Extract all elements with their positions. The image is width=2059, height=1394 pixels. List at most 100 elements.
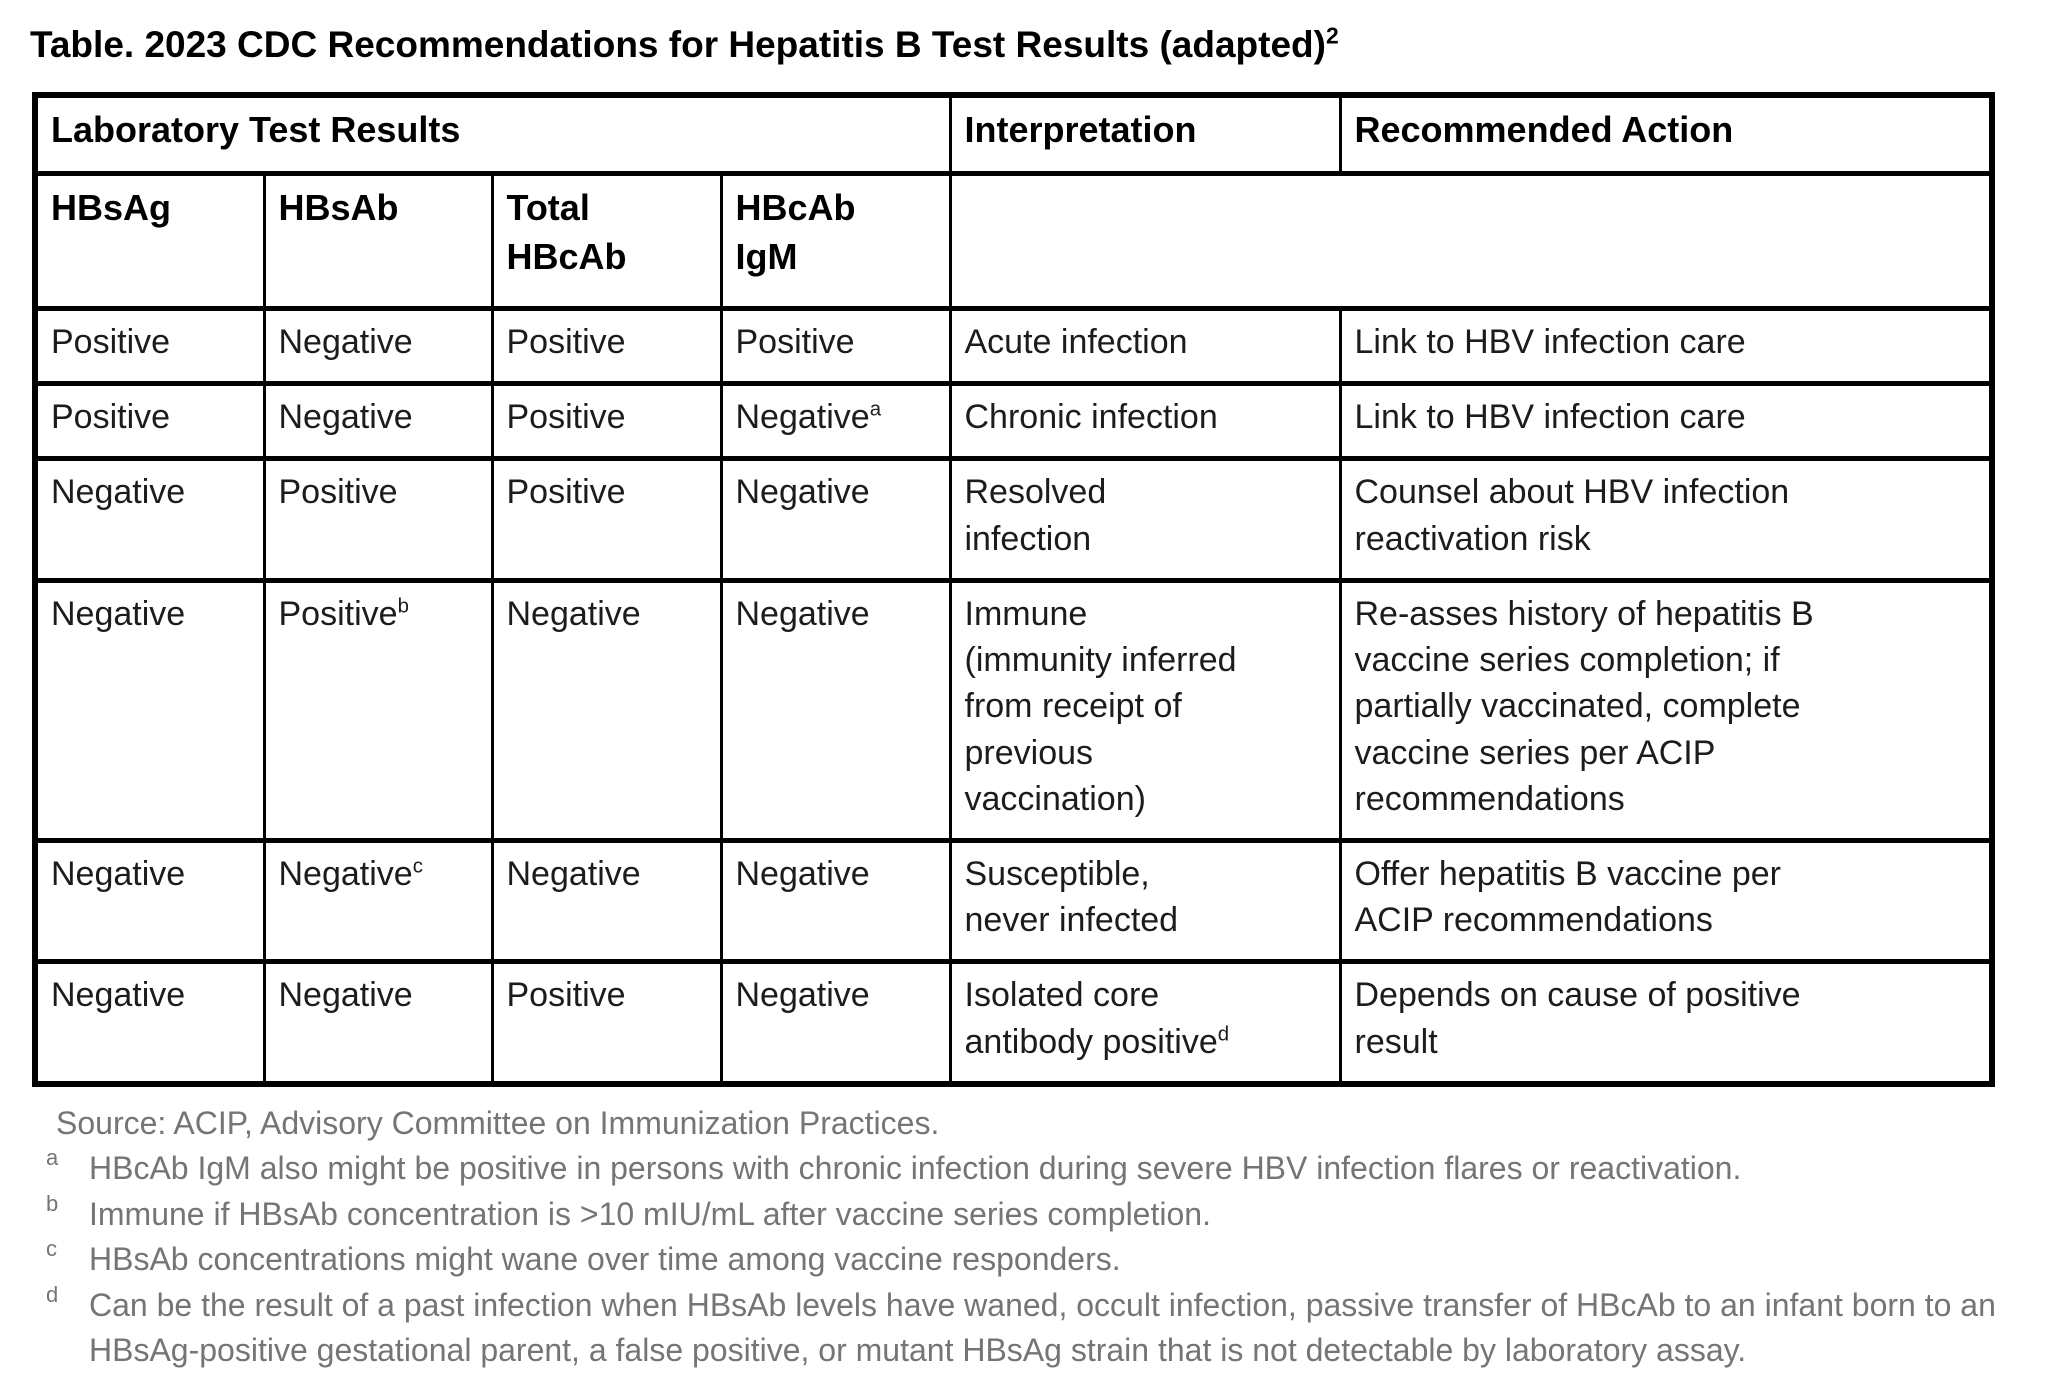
result-cell: Negative — [719, 577, 952, 843]
footnote-ref-d: d — [1217, 1023, 1230, 1046]
result-cell: Positive — [490, 381, 723, 462]
header-interpretation: Interpretation — [948, 92, 1342, 176]
result-cell: Negative — [33, 577, 266, 843]
cell-text: Negative — [51, 854, 186, 893]
table-row: Positive Negative Positive Positive Acute in… — [33, 305, 1994, 387]
cell-text: Positive — [278, 473, 398, 512]
footnote-marker-c: c — [46, 1236, 57, 1262]
interpretation-cell: Immune (immunity inferred from receipt o… — [948, 577, 1342, 843]
cell-text: Counsel about HBV infection reactivation… — [1354, 473, 1790, 558]
cell-text: Isolated core antibody positive — [964, 976, 1218, 1061]
cell-text: Negative — [506, 594, 641, 633]
subheader-hbcab: HBcAb IgM — [719, 170, 952, 311]
hepatitis-b-test-results-table: Laboratory Test Results Interpretation R… — [32, 92, 1995, 1087]
cell-text: Negative — [735, 398, 870, 437]
table-row: Negative Positiveb Negative Negative Immune … — [33, 577, 1994, 843]
table-row: Negative Negative Positive Negative Isolated… — [33, 959, 1994, 1087]
subheader-hbsag: HBsAg — [33, 170, 266, 311]
cell-text: Positive — [51, 398, 171, 437]
result-cell: Negative — [719, 959, 952, 1087]
cell-text: Positive — [506, 976, 626, 1015]
result-cell: Negative — [33, 837, 266, 965]
footnote-list: a HBcAb IgM also might be positive in per… — [32, 1146, 2032, 1373]
cell-text: Re-asses history of hepatitis B vaccine … — [1354, 594, 1814, 818]
header-laboratory-test-results: Laboratory Test Results — [33, 92, 952, 176]
result-cell: Negative — [262, 959, 494, 1087]
cell-text: Negative — [278, 854, 413, 893]
interpretation-cell: Acute infection — [948, 305, 1342, 387]
cell-text: Negative — [278, 976, 413, 1015]
result-cell: Negative — [719, 456, 952, 583]
footnote-ref-c: c — [412, 855, 423, 878]
cell-text: Negative — [506, 854, 641, 893]
cell-text: Immune (immunity inferred from receipt o… — [964, 594, 1237, 818]
footnote-text: HBcAb IgM also might be positive in pers… — [89, 1150, 1742, 1187]
subheader-total: Total HBcAb — [490, 170, 723, 311]
cell-text: Negative — [278, 322, 413, 361]
result-cell: Positive — [262, 456, 494, 583]
footnote-marker-d: d — [46, 1281, 59, 1307]
interpretation-cell: Isolated core antibody positived — [948, 959, 1342, 1087]
footnote-c: c HBsAb concentrations might wane over ti… — [32, 1237, 2032, 1282]
result-cell: Negative — [33, 959, 266, 1087]
footnote-ref-b: b — [397, 595, 409, 618]
cell-text: Positive — [278, 594, 398, 633]
cell-text: Positive — [506, 322, 626, 361]
cell-text: Link to HBV infection care — [1354, 398, 1746, 437]
cell-text: Offer hepatitis B vaccine per ACIP recom… — [1354, 854, 1781, 940]
table-subheader-row: HBsAg HBsAb Total HBcAb HBcAb IgM — [33, 170, 1994, 311]
cell-text: Negative — [51, 976, 186, 1015]
cell-text: Depends on cause of positive result — [1354, 976, 1801, 1061]
result-cell: Negative — [719, 837, 952, 965]
footnotes-section: Source: ACIP, Advisory Committee on Immu… — [32, 1101, 2032, 1374]
recommended-action-cell: Depends on cause of positive result — [1338, 959, 1994, 1087]
result-cell: Positive — [33, 305, 266, 387]
cell-text: Link to HBV infection care — [1354, 322, 1746, 361]
result-cell: Positive — [490, 305, 723, 387]
table-title-text: Table. 2023 CDC Recommendations for Hepa… — [30, 24, 1326, 65]
footnote-ref-a: a — [869, 398, 882, 421]
footnote-text: Can be the result of a past infection wh… — [89, 1286, 1996, 1369]
result-cell: Positive — [490, 456, 723, 583]
cell-text: Chronic infection — [964, 398, 1218, 437]
table-row: Negative Positive Positive Negative Resolved… — [33, 456, 1994, 583]
recommended-action-cell: Link to HBV infection care — [1338, 381, 1994, 462]
result-cell: Negativec — [262, 837, 494, 965]
result-cell: Positive — [719, 305, 952, 387]
result-cell: Positive — [33, 381, 266, 462]
cell-text: Positive — [506, 473, 626, 512]
subheader-hbsab: HBsAb — [262, 170, 494, 311]
result-cell: Negative — [33, 456, 266, 583]
recommended-action-cell: Offer hepatitis B vaccine per ACIP recom… — [1338, 837, 1994, 965]
footnote-b: b Immune if HBsAb concentration is >10 mI… — [32, 1192, 2032, 1237]
result-cell: Positiveb — [262, 577, 494, 843]
footnote-text: Immune if HBsAb concentration is >10 mIU… — [89, 1195, 1211, 1232]
footnote-d: d Can be the result of a past infection w… — [32, 1283, 2032, 1374]
interpretation-cell: Resolved infection — [948, 456, 1342, 583]
cell-text: Negative — [735, 473, 870, 512]
result-cell: Negativea — [719, 381, 952, 462]
table-header-row: Laboratory Test Results Interpretation R… — [33, 92, 1994, 176]
recommended-action-cell: Counsel about HBV infection reactivation… — [1338, 456, 1994, 583]
result-cell: Negative — [262, 381, 494, 462]
cell-text: Negative — [51, 473, 186, 512]
cell-text: Positive — [51, 322, 171, 361]
cell-text: Positive — [735, 322, 855, 361]
recommended-action-cell: Re-asses history of hepatitis B vaccine … — [1338, 577, 1994, 843]
title-reference-superscript: 2 — [1325, 22, 1339, 49]
result-cell: Negative — [490, 837, 723, 965]
cell-text: Acute infection — [964, 322, 1188, 361]
cell-text: Positive — [506, 398, 626, 437]
subheader-empty-cell — [948, 170, 1994, 311]
header-recommended-action: Recommended Action — [1338, 92, 1994, 176]
result-cell: Negative — [490, 577, 723, 843]
cell-text: Negative — [278, 398, 413, 437]
footnote-text: HBsAb concentrations might wane over tim… — [89, 1241, 1121, 1278]
cell-text: Negative — [735, 854, 870, 893]
table-row: Negative Negativec Negative Negative Suscept… — [33, 837, 1994, 965]
cell-text: Negative — [735, 594, 870, 633]
recommended-action-cell: Link to HBV infection care — [1338, 305, 1994, 387]
result-cell: Positive — [490, 959, 723, 1087]
footnote-marker-b: b — [46, 1190, 59, 1216]
